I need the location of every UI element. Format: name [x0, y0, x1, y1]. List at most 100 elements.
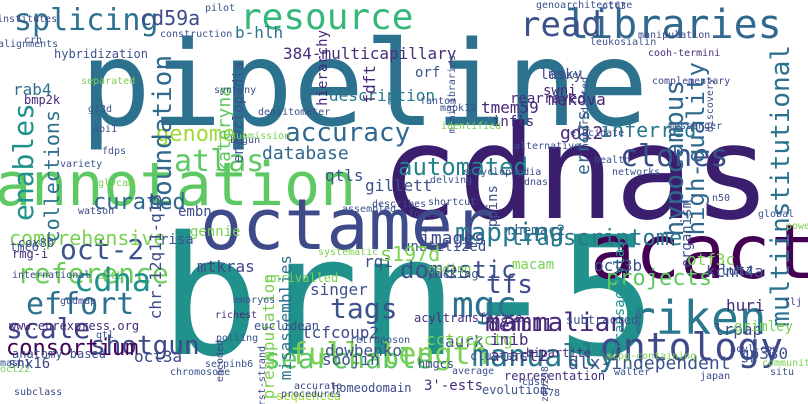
word: tcfcoup2	[302, 323, 380, 342]
word: enables	[7, 103, 40, 222]
word: elucidate	[570, 128, 625, 139]
word: gudmap	[60, 296, 97, 307]
word: mash1	[0, 358, 31, 369]
word: cdna	[74, 261, 152, 299]
word: multiinstitutional	[766, 45, 796, 327]
word: octl	[98, 271, 123, 282]
word: encyclopaedia	[463, 167, 542, 178]
word: chr.12q11-q13	[146, 194, 165, 320]
word: mapping	[455, 218, 565, 248]
word: rqi	[364, 252, 393, 271]
word: www.eurexpress.org	[9, 319, 140, 333]
word: lrpap	[714, 320, 763, 339]
word: pipeline	[80, 15, 649, 153]
word: mcpg-containing	[606, 351, 697, 362]
word: global	[758, 209, 795, 220]
word: international	[12, 270, 91, 281]
word: manually	[472, 339, 617, 374]
word: ppins	[485, 185, 501, 228]
word: first-strand	[257, 346, 268, 404]
word: reference	[17, 257, 169, 290]
word: kcnh4a	[706, 262, 764, 281]
word: rhemac2	[506, 223, 566, 239]
word: mammalian	[485, 308, 626, 338]
word: community	[762, 358, 808, 369]
word: makova	[548, 90, 606, 109]
word: dowbenko	[325, 341, 403, 360]
word: cd59a	[140, 6, 201, 30]
word: scale	[6, 312, 91, 345]
word: annotation	[0, 150, 357, 220]
word: risa	[160, 232, 194, 248]
word: tfs	[486, 270, 533, 300]
word: singer	[310, 280, 368, 299]
word: genome	[156, 122, 236, 147]
word: oct3a	[134, 347, 183, 366]
word: mapk12	[440, 103, 477, 114]
word: searchable	[264, 342, 433, 375]
word: cctcccctg	[426, 330, 513, 349]
word: full-length	[290, 337, 489, 372]
word: euclidean	[254, 319, 320, 333]
word: unutilized	[402, 239, 487, 255]
word: kateryna	[214, 86, 235, 173]
word: foundation	[148, 55, 178, 212]
word: n50	[712, 193, 731, 204]
word: evolution	[482, 383, 548, 397]
word: hmgcs	[418, 357, 455, 371]
word: fdps	[102, 146, 127, 157]
word: inferred	[600, 118, 697, 142]
word: abi1	[93, 124, 118, 135]
word: infls	[492, 114, 535, 130]
word: gp330	[740, 344, 789, 363]
word: brn-5	[160, 201, 657, 393]
word: ontology	[600, 325, 784, 369]
word: glycam	[98, 178, 135, 189]
word: polling	[216, 333, 259, 344]
word: inib	[490, 330, 529, 349]
word: octamer	[200, 184, 496, 266]
word: rab4	[13, 80, 52, 99]
word: coding	[428, 262, 472, 276]
word: walter	[614, 367, 651, 378]
word: assembled	[342, 204, 397, 215]
word: accurate	[294, 381, 343, 392]
word: average	[452, 366, 495, 377]
word: qtl	[96, 330, 115, 341]
word: separated	[81, 76, 136, 87]
word: unrivalled	[266, 271, 339, 285]
word: soojin	[322, 350, 380, 369]
word: systematic	[318, 247, 379, 258]
word: dnas	[524, 177, 549, 188]
word: tmc6	[10, 240, 39, 254]
word: read	[520, 5, 602, 45]
word: automated	[398, 153, 529, 181]
word: resource	[240, 0, 414, 38]
word: hybridization	[54, 47, 148, 61]
word: acyl-coa	[730, 344, 779, 355]
word: bipartite	[526, 346, 592, 360]
word: construction	[160, 29, 233, 40]
word: serpinb6	[205, 359, 254, 370]
word: sequenced	[276, 389, 342, 403]
word: mtkras	[197, 257, 255, 276]
word: cds1	[522, 377, 547, 388]
word: gennie	[190, 224, 241, 240]
word: encoded	[215, 340, 226, 383]
word: s197d	[380, 242, 441, 266]
word: g13d	[88, 104, 113, 115]
word: henzel	[548, 70, 585, 81]
word: retroposon	[350, 335, 411, 346]
word: rearrayed	[510, 91, 586, 107]
word: zfp238	[540, 366, 551, 403]
word: identified	[441, 121, 502, 132]
word: delving	[430, 175, 473, 186]
word: orf	[415, 65, 441, 81]
word: cdnas	[380, 97, 772, 249]
word: transcriptome	[510, 226, 683, 251]
word: domestic	[400, 256, 516, 284]
word: lasky	[540, 67, 583, 83]
word: riken	[628, 291, 767, 345]
word: grimley	[734, 319, 794, 335]
word: libraries	[565, 2, 782, 48]
